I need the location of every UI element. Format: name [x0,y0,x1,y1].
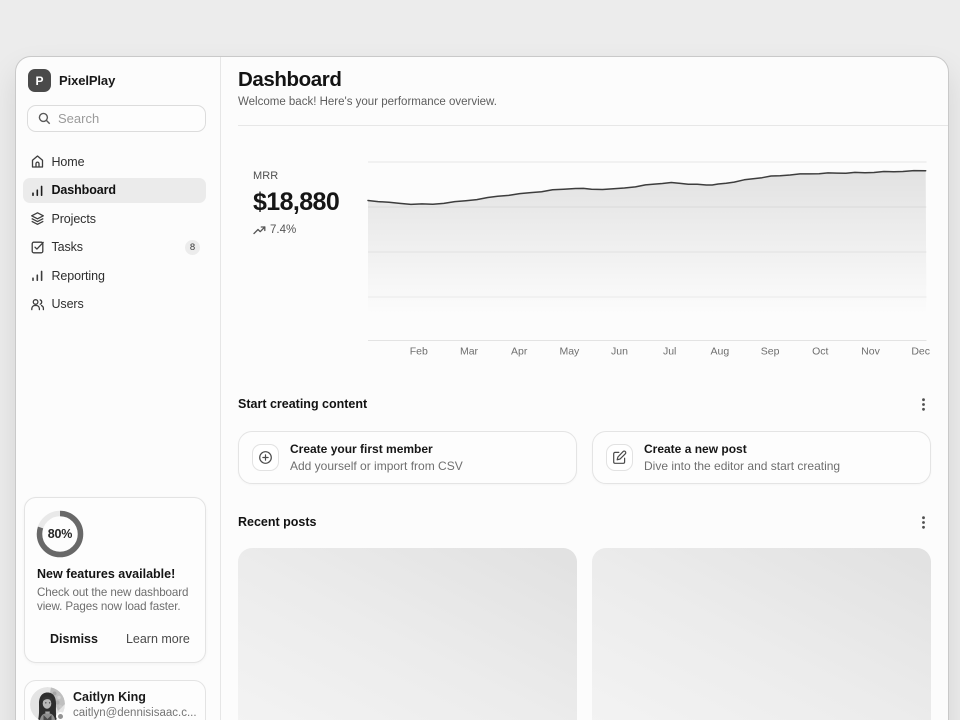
kpi-label: MRR [253,170,279,182]
sidebar-item-reporting[interactable]: Reporting [23,263,206,288]
kpi-change-value: 7.4% [270,224,297,236]
svg-text:Dec: Dec [911,346,930,358]
tasks-count-badge: 8 [185,239,200,255]
brand-name: PixelPlay [59,73,116,88]
sidebar-item-dashboard[interactable]: Dashboard [23,177,206,203]
compose-icon [606,444,633,471]
header-divider [238,125,948,126]
check-square-icon [30,239,45,255]
kpi-value: $18,880 [253,188,340,216]
create-card-title: Create your first member [290,442,433,456]
promo-actions: Dismiss Learn more [50,632,190,646]
kpi-mrr: MRR $18,880 7.4% [253,170,340,236]
svg-text:Jul: Jul [663,346,676,358]
sidebar-item-label: Users [51,297,84,312]
avatar [30,687,65,720]
kebab-menu-icon[interactable] [915,514,931,530]
svg-text:Sep: Sep [761,346,780,358]
sidebar-item-tasks[interactable]: Tasks 8 [23,235,206,260]
dismiss-button[interactable]: Dismiss [50,632,98,646]
posts-section-title: Recent posts [238,515,317,529]
create-card-text: Create your first member Add yourself or… [290,442,463,473]
svg-text:Nov: Nov [861,346,880,358]
mrr-area-chart: Feb Mar Apr May Jun Jul Aug Sep Oct Nov Dec [367,161,930,358]
user-email: caitlyn@dennisisaac.c... [73,707,197,719]
bar-chart-icon [30,182,45,198]
plus-circle-icon [252,444,279,471]
sidebar: P PixelPlay Search Home Dashboard [16,57,221,720]
create-member-card[interactable]: Create your first member Add yourself or… [238,431,577,484]
sidebar-item-projects[interactable]: Projects [23,206,206,231]
bar-chart-icon [30,268,45,284]
learn-more-button[interactable]: Learn more [125,632,190,646]
post-placeholder-card[interactable] [592,548,931,720]
kpi-change: 7.4% [253,224,339,236]
home-icon [30,154,45,170]
svg-text:Aug: Aug [711,346,730,358]
app-window: P PixelPlay Search Home Dashboard [15,56,949,720]
search-placeholder: Search [58,111,100,126]
sidebar-item-label: Projects [51,211,96,226]
trend-up-icon [253,225,266,234]
sidebar-item-label: Home [51,154,85,169]
post-placeholder-card[interactable] [238,548,577,720]
search-icon [38,112,51,125]
posts-section-header: Recent posts [238,514,931,530]
users-icon [30,296,45,312]
create-card-text: Create a new post Dive into the editor a… [644,442,840,473]
user-account-chip[interactable]: Caitlyn King caitlyn@dennisisaac.c... [24,680,206,720]
create-card-subtitle: Add yourself or import from CSV [290,459,463,473]
brand-logo: P [28,69,51,92]
svg-text:Feb: Feb [410,346,428,358]
page-subtitle: Welcome back! Here's your performance ov… [238,96,497,108]
svg-text:Jun: Jun [611,346,628,358]
progress-ring: 80% [36,510,84,558]
promo-body: Check out the new dashboard view. Pages … [37,586,189,613]
kebab-menu-icon[interactable] [915,396,931,412]
promo-title: New features available! [37,567,176,581]
promo-card: 80% New features available! Check out th… [24,497,206,663]
svg-text:Mar: Mar [460,346,479,358]
user-info: Caitlyn King caitlyn@dennisisaac.c... [73,687,197,720]
create-post-card[interactable]: Create a new post Dive into the editor a… [592,431,931,484]
progress-label: 80% [47,527,73,541]
create-section-header: Start creating content [238,396,931,412]
svg-text:Oct: Oct [812,346,828,358]
page-title: Dashboard [238,68,342,91]
sidebar-item-label: Dashboard [51,183,116,198]
sidebar-item-users[interactable]: Users [23,292,206,317]
create-card-subtitle: Dive into the editor and start creating [644,459,841,473]
create-card-title: Create a new post [644,442,747,456]
sidebar-item-label: Tasks [51,240,84,255]
sidebar-nav: Home Dashboard Projects Tasks 8 [23,149,206,321]
main-content: Dashboard Welcome back! Here's your perf… [221,57,948,720]
sidebar-item-home[interactable]: Home [23,149,206,174]
brand: P PixelPlay [28,69,115,92]
user-name: Caitlyn King [73,690,146,704]
layers-icon [30,211,45,227]
sidebar-item-label: Reporting [51,268,105,283]
svg-text:May: May [559,346,580,358]
search-input[interactable]: Search [27,105,206,132]
create-section-title: Start creating content [238,397,368,411]
recent-posts-row [238,548,931,720]
status-dot [56,712,65,720]
svg-text:Apr: Apr [511,346,528,358]
create-cards-row: Create your first member Add yourself or… [238,431,931,484]
